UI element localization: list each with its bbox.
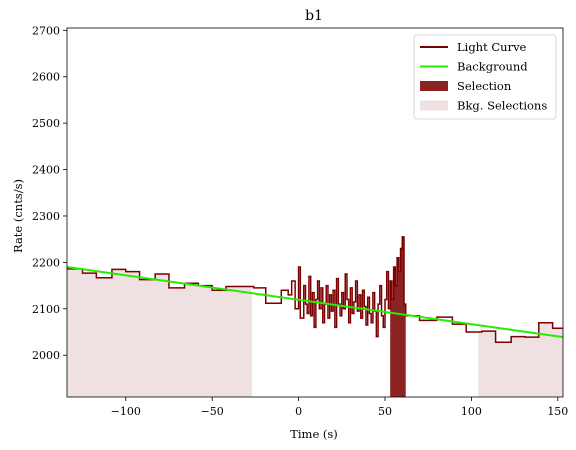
legend-swatch (420, 100, 448, 111)
bkg-selection-region-2 (478, 322, 563, 397)
light-curve-line (67, 236, 563, 343)
x-axis-label: Time (s) (290, 427, 338, 441)
legend-label: Bkg. Selections (457, 99, 547, 113)
y-tick-label: 2100 (32, 303, 60, 316)
x-tick-label: 150 (547, 405, 568, 418)
chart-title: b1 (305, 8, 323, 24)
legend-label: Selection (457, 79, 512, 93)
y-tick-label: 2700 (32, 24, 60, 37)
y-tick-label: 2400 (32, 164, 60, 177)
x-tick-label: 0 (295, 405, 302, 418)
legend-box (413, 34, 557, 120)
y-axis-ticks: 2000 2100 2200 2300 2400 2500 2600 2700 (32, 24, 67, 362)
x-tick-label: −100 (111, 405, 141, 418)
legend-label: Background (457, 60, 528, 74)
y-tick-label: 2300 (32, 210, 60, 223)
x-tick-label: 50 (378, 405, 392, 418)
background-line (66, 266, 564, 339)
y-tick-label: 2000 (32, 349, 60, 362)
bkg-selection-regions (67, 268, 563, 397)
y-tick-label: 2200 (32, 256, 60, 269)
y-axis-label: Rate (cnts/s) (11, 179, 25, 253)
bkg-selection-region-1 (67, 268, 252, 397)
legend-swatch (420, 81, 448, 91)
x-axis-ticks: −100 −50 0 50 100 150 (111, 397, 568, 418)
x-tick-label: −50 (201, 405, 224, 418)
y-tick-label: 2600 (32, 71, 60, 84)
x-tick-label: 100 (461, 405, 482, 418)
legend-label: Light Curve (457, 40, 527, 54)
plot-area-frame (66, 27, 564, 398)
y-tick-label: 2500 (32, 117, 60, 130)
legend: Light Curve Background Selection Bkg. Selec… (413, 34, 557, 120)
